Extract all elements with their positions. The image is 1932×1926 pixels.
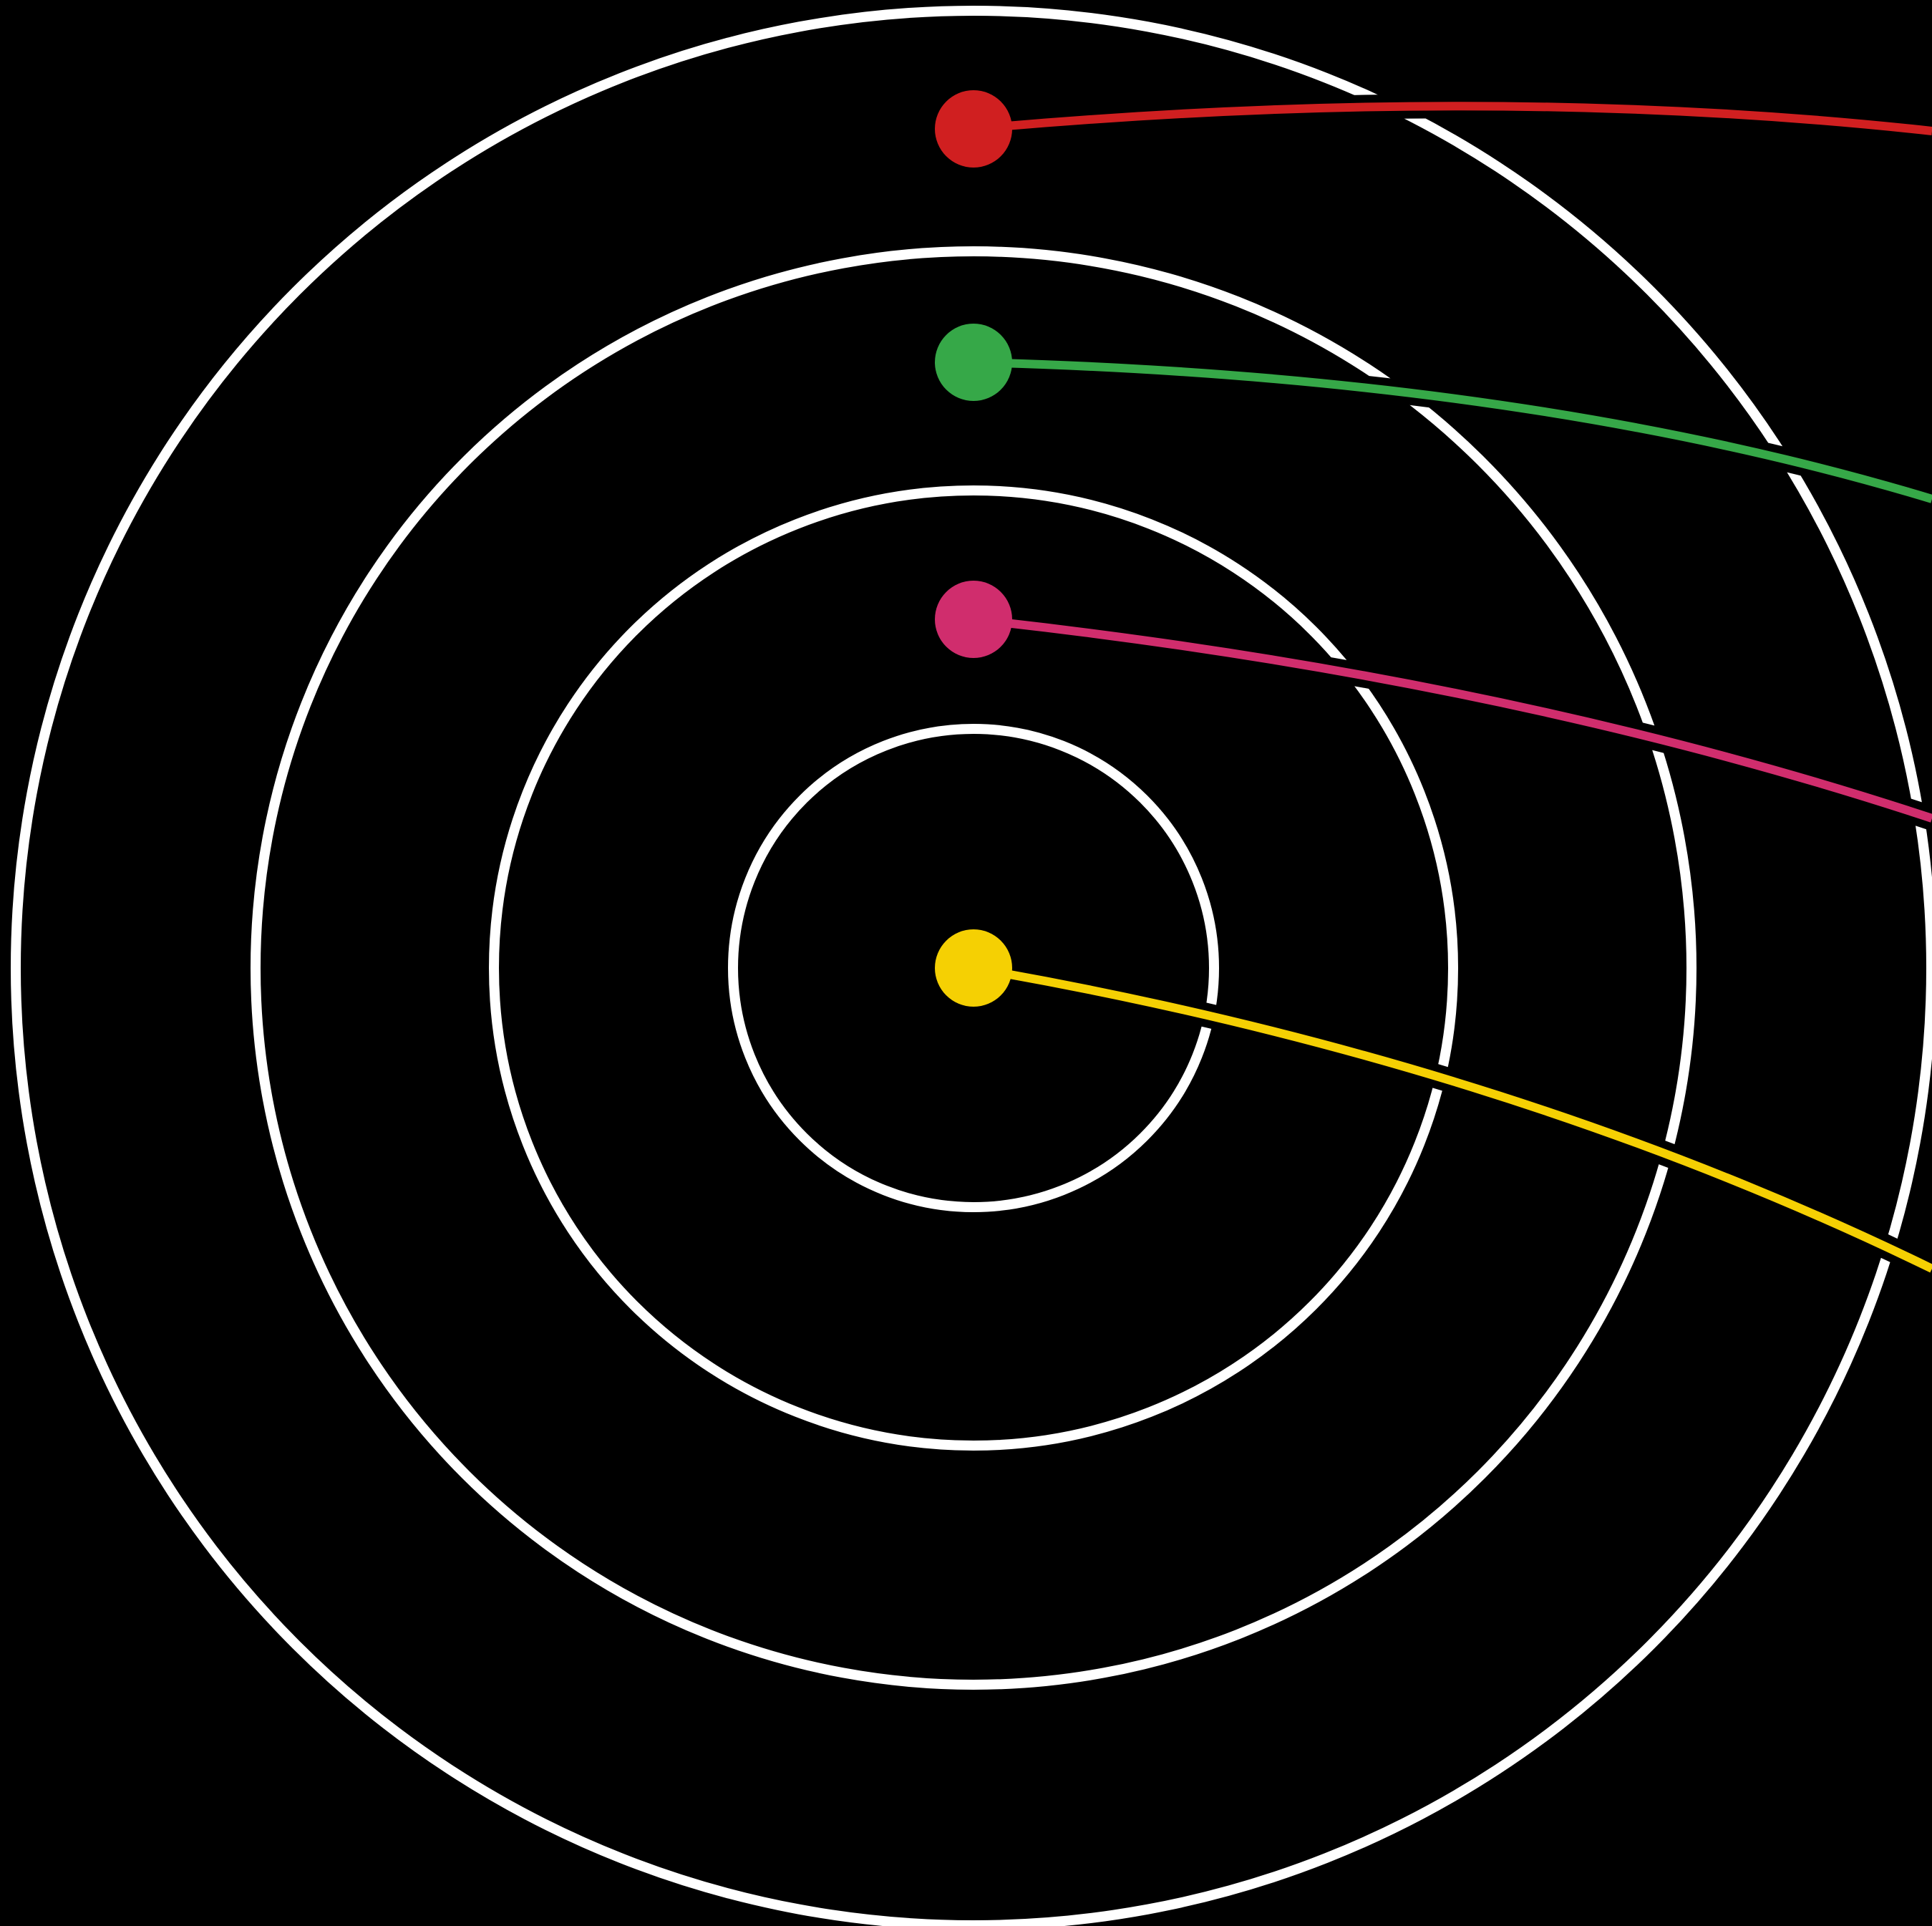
green-marker-dot (935, 324, 1012, 401)
leader-lines (972, 102, 1932, 1273)
red-marker-dot (935, 90, 1012, 168)
green-leader-line (973, 358, 1932, 503)
ring-third (251, 246, 1696, 1690)
yellow-marker-dot (935, 929, 1012, 1007)
ring-outer (11, 6, 1932, 1926)
ring-second (489, 485, 1458, 1451)
ring-inner (728, 724, 1219, 1212)
rings-group (11, 6, 1932, 1926)
markers-group (935, 90, 1012, 1007)
magenta-marker-dot (935, 581, 1012, 658)
magenta-leader-line (973, 615, 1932, 823)
yellow-leader-line (972, 964, 1932, 1273)
red-leader-line (973, 102, 1932, 135)
